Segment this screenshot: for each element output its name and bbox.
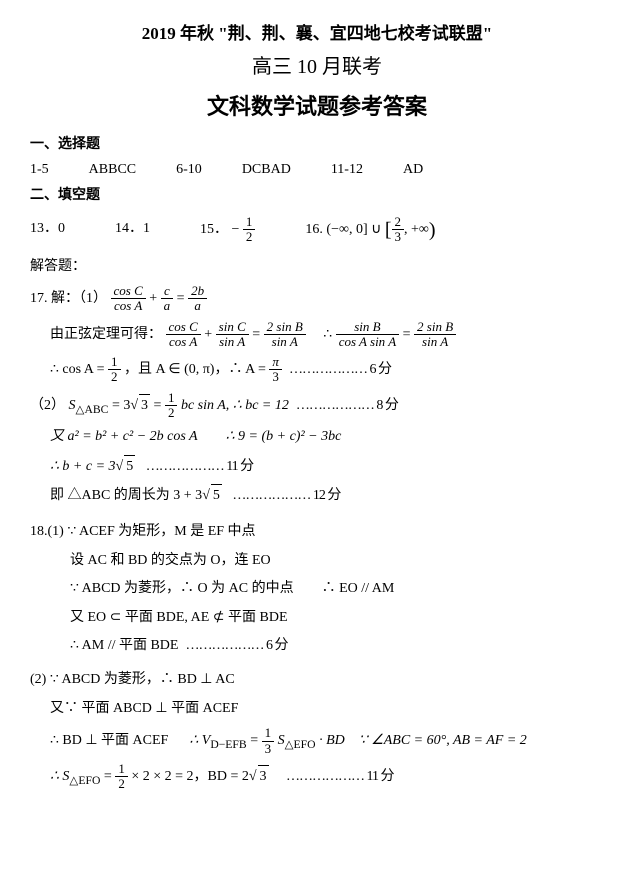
q17-2-line3: ∴ b + c = 3√5 ……………… 11 分	[50, 455, 604, 478]
ans-6-10: DCBAD	[242, 159, 291, 181]
q17-2-line4: 即 △ABC 的周长为 3 + 3√5 ……………… 12 分	[50, 484, 604, 507]
q18-1-line5: ∴ AM // 平面 BDE ……………… 6 分	[70, 635, 604, 657]
q18-1-line3: ∵ ABCD 为菱形，∴ O 为 AC 的中点 ∴ EO // AM	[70, 578, 604, 600]
header-line2: 高三 10 月联考	[30, 51, 604, 83]
header-line3: 文科数学试题参考答案	[30, 89, 604, 124]
range-6-10: 6-10	[176, 159, 202, 181]
q14-num: 14．	[115, 221, 143, 236]
q17-1-line3: ∴ cos A = 12 ，且 A ∈ (0, π)，∴ A = π3 ……………	[50, 355, 604, 385]
range-11-12: 11-12	[331, 159, 363, 181]
q13-ans: 0	[58, 221, 65, 236]
q14-ans: 1	[143, 221, 150, 236]
fill-blank-row: 13．0 14．1 15． − 12 16. (−∞, 0] ∪ [23, +∞…	[30, 214, 604, 246]
q17-2-line2: 又 a² = b² + c² − 2b cos A ∴ 9 = (b + c)²…	[50, 426, 604, 448]
q17-1-line2: 由正弦定理可得： cos Ccos A + sin Csin A = 2 sin…	[50, 320, 604, 350]
q17-1-line1: 17. 解：（1） cos Ccos A + ca = 2ba	[30, 284, 604, 314]
q15-frac: 12	[243, 215, 256, 245]
q16-frac: 23	[392, 215, 405, 245]
q15-neg: −	[232, 222, 240, 237]
q17-2-line1: （2） S△ABC = 3√3 = 12 bc sin A, ∴ bc = 12…	[30, 391, 604, 421]
q18-2-line1: (2) ∵ ABCD 为菱形，∴ BD ⊥ AC	[30, 669, 604, 691]
range-1-5: 1-5	[30, 159, 49, 181]
ans-1-5: ABBCC	[89, 159, 136, 181]
q16-a: (−∞, 0] ∪	[326, 222, 381, 237]
q18-2-line3: ∴ BD ⊥ 平面 ACEF ∴ VD−EFB = 13 S△EFO · BD …	[50, 726, 604, 756]
solutions-head: 解答题：	[30, 256, 604, 278]
q16-c: , +∞	[404, 222, 429, 237]
choice-answers-row: 1-5 ABBCC 6-10 DCBAD 11-12 AD	[30, 159, 604, 181]
q15-num: 15．	[200, 222, 228, 237]
q18-2-line2: 又∵ 平面 ABCD ⊥ 平面 ACEF	[50, 698, 604, 720]
q16-num: 16.	[305, 222, 323, 237]
q18-1-line1: 18.(1) ∵ ACEF 为矩形，M 是 EF 中点	[30, 521, 604, 543]
q18-2-line4: ∴ S△EFO = 12 × 2 × 2 = 2，BD = 2√3 …………………	[50, 762, 604, 792]
q18-1-line2: 设 AC 和 BD 的交点为 O，连 EO	[70, 550, 604, 572]
section2-head: 二、填空题	[30, 185, 604, 207]
section1-head: 一、选择题	[30, 134, 604, 156]
q13-num: 13．	[30, 221, 58, 236]
q18-1-line4: 又 EO ⊂ 平面 BDE, AE ⊄ 平面 BDE	[70, 607, 604, 629]
ans-11-12: AD	[403, 159, 423, 181]
header-line1: 2019 年秋 "荆、荆、襄、宜四地七校考试联盟"	[30, 20, 604, 47]
